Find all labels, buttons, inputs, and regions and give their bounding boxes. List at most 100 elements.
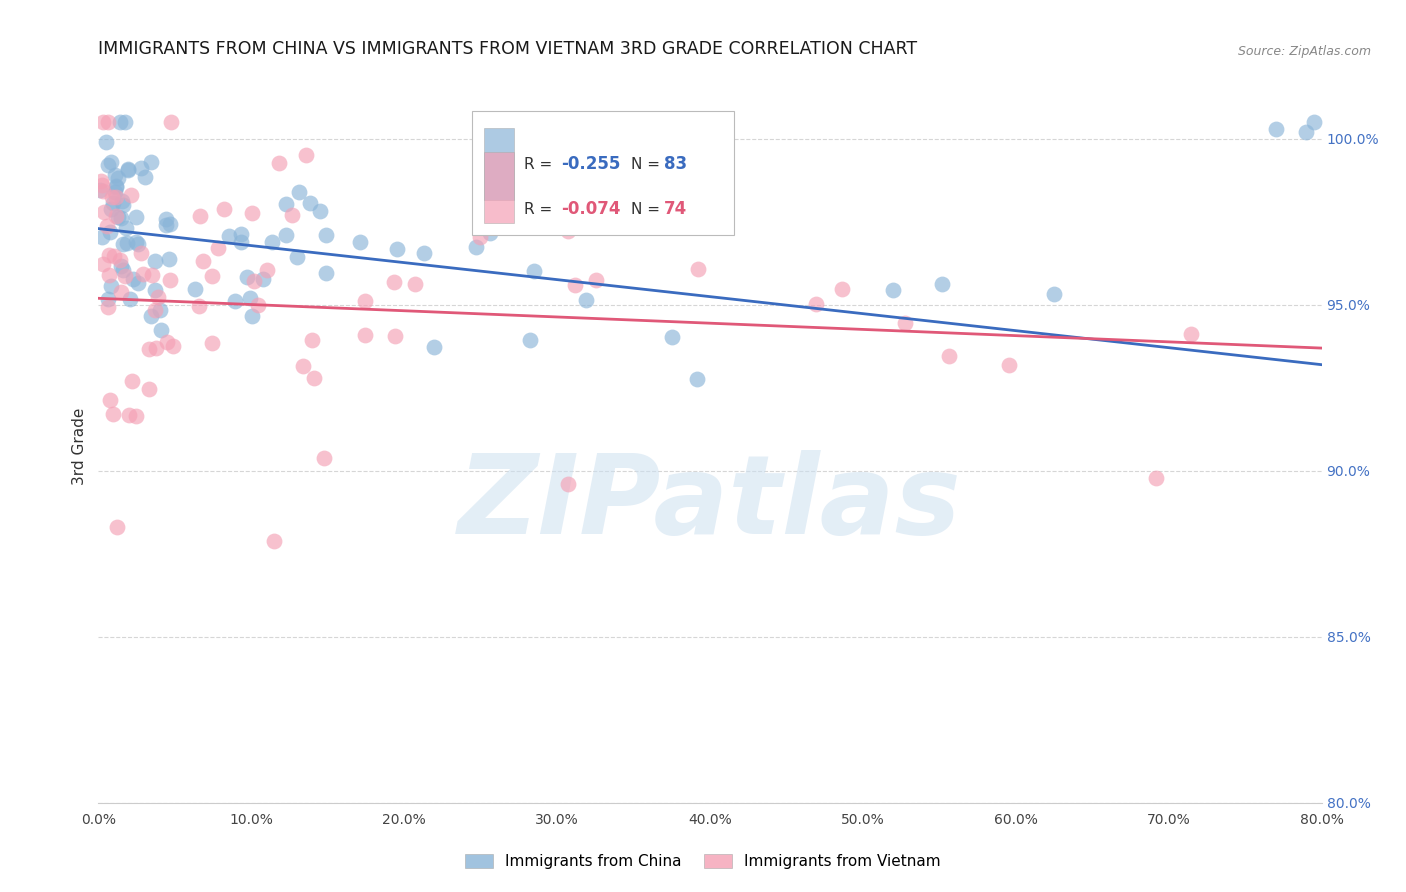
Point: [187, 299, 209, 313]
Point: [141, 154, 163, 169]
Point: [382, 275, 405, 289]
Point: [354, 293, 377, 308]
Point: [162, 339, 184, 353]
Point: [519, 334, 541, 348]
Point: [101, 189, 124, 203]
Point: [155, 212, 177, 227]
Point: [93, 205, 115, 219]
Point: [218, 229, 240, 244]
Point: [100, 154, 122, 169]
Text: Source: ZipAtlas.com: Source: ZipAtlas.com: [1237, 45, 1371, 58]
Point: [101, 196, 124, 211]
Point: [260, 235, 283, 249]
FancyBboxPatch shape: [471, 111, 734, 235]
Point: [101, 407, 124, 421]
Point: [118, 409, 141, 423]
Point: [269, 155, 291, 169]
Point: [998, 358, 1021, 372]
Point: [127, 237, 149, 252]
Point: [464, 240, 486, 254]
Point: [214, 202, 236, 216]
Point: [122, 271, 145, 285]
Point: [108, 115, 131, 129]
Text: R =: R =: [524, 202, 557, 217]
Point: [103, 249, 125, 263]
Point: [287, 186, 309, 200]
Point: [98, 247, 121, 261]
Point: [125, 235, 148, 249]
Point: [686, 261, 709, 276]
Point: [96, 219, 118, 234]
Point: [141, 268, 163, 282]
Point: [716, 209, 738, 223]
Point: [148, 290, 170, 304]
Point: [89, 183, 111, 197]
Point: [304, 371, 326, 385]
Point: [98, 225, 121, 239]
Text: IMMIGRANTS FROM CHINA VS IMMIGRANTS FROM VIETNAM 3RD GRADE CORRELATION CHART: IMMIGRANTS FROM CHINA VS IMMIGRANTS FROM…: [98, 40, 918, 58]
Text: 83: 83: [664, 155, 686, 173]
Point: [104, 210, 127, 224]
Point: [557, 477, 579, 491]
Point: [160, 115, 183, 129]
Point: [575, 293, 598, 308]
Point: [183, 282, 205, 296]
Point: [1303, 115, 1326, 129]
Point: [353, 328, 375, 343]
Point: [138, 382, 160, 396]
Point: [207, 241, 229, 255]
Point: [882, 284, 904, 298]
Point: [115, 235, 138, 250]
Point: [831, 282, 853, 296]
Point: [104, 178, 127, 193]
Point: [314, 451, 336, 466]
FancyBboxPatch shape: [484, 128, 515, 200]
Point: [252, 272, 274, 286]
Point: [98, 392, 121, 407]
Point: [661, 330, 683, 344]
Point: [97, 115, 120, 129]
Point: [127, 276, 149, 290]
Point: [1180, 327, 1202, 342]
FancyBboxPatch shape: [484, 152, 515, 223]
Point: [125, 211, 148, 225]
Point: [294, 148, 316, 162]
Point: [91, 230, 114, 244]
Text: -0.074: -0.074: [561, 200, 620, 218]
Point: [557, 224, 579, 238]
Point: [281, 208, 304, 222]
Point: [686, 372, 709, 386]
Point: [134, 170, 156, 185]
Point: [349, 235, 371, 250]
Point: [120, 293, 142, 307]
Point: [111, 198, 134, 212]
Point: [263, 533, 285, 548]
Point: [1144, 470, 1167, 484]
Point: [938, 349, 960, 363]
Point: [1295, 125, 1317, 139]
Y-axis label: 3rd Grade: 3rd Grade: [72, 408, 87, 484]
Text: N =: N =: [630, 202, 665, 217]
Point: [91, 115, 114, 129]
Point: [149, 303, 172, 318]
Point: [129, 161, 152, 176]
Point: [91, 257, 114, 271]
Point: [107, 170, 129, 185]
Point: [100, 278, 122, 293]
Point: [159, 217, 181, 231]
Point: [150, 323, 173, 337]
Legend: Immigrants from China, Immigrants from Vietnam: Immigrants from China, Immigrants from V…: [460, 848, 946, 875]
Point: [159, 273, 181, 287]
Text: -0.255: -0.255: [561, 155, 620, 173]
Point: [616, 201, 638, 215]
Point: [91, 185, 114, 199]
Text: ZIPatlas: ZIPatlas: [458, 450, 962, 557]
Point: [1043, 287, 1066, 301]
Point: [894, 316, 917, 330]
Point: [200, 268, 222, 283]
Point: [931, 277, 953, 292]
Point: [105, 519, 128, 533]
Point: [157, 252, 180, 267]
Point: [94, 136, 117, 150]
Point: [291, 359, 314, 373]
